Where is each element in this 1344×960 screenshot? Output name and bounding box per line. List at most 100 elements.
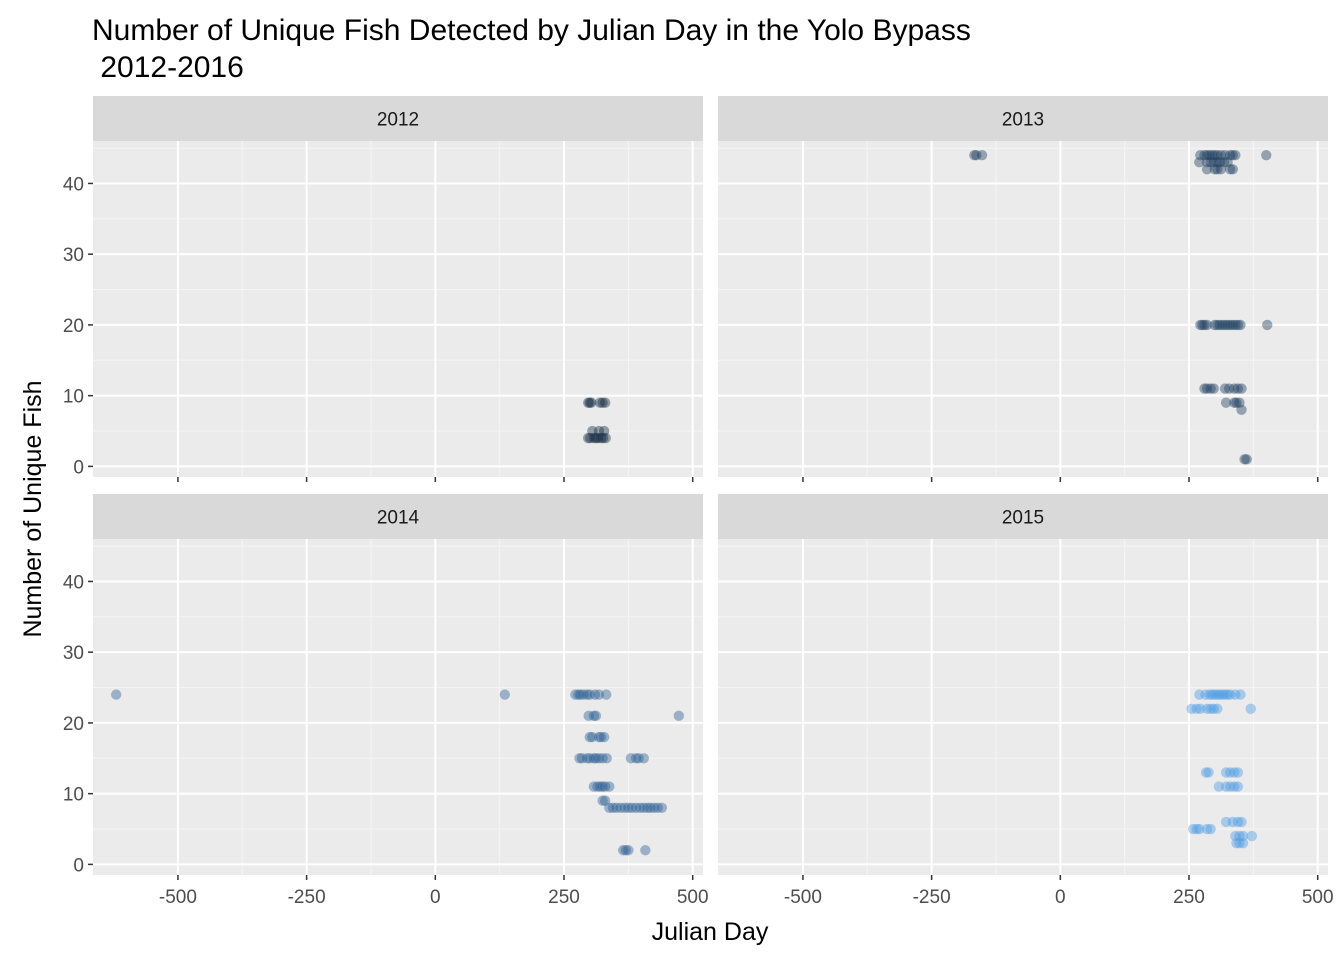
data-point [1214, 689, 1226, 700]
data-point [110, 689, 122, 700]
data-point [585, 432, 596, 444]
data-point [1231, 397, 1242, 408]
data-point [1201, 703, 1213, 714]
data-point [599, 397, 611, 408]
data-point [1208, 383, 1219, 394]
data-point [1232, 767, 1244, 778]
data-point [1230, 830, 1241, 842]
data-point [1262, 319, 1273, 331]
y-tick-label: 0 [73, 457, 84, 478]
y-tick-label: 20 [63, 316, 84, 337]
data-point [584, 731, 595, 743]
facet-strip-label: 2015 [1002, 508, 1044, 529]
data-point [581, 689, 593, 700]
data-point [1230, 149, 1241, 161]
data-point [1205, 823, 1216, 835]
data-point [587, 731, 598, 743]
data-point [1213, 781, 1225, 792]
data-point [1261, 149, 1272, 161]
panel-background [93, 539, 703, 875]
data-point [597, 753, 608, 764]
data-point [1222, 319, 1233, 331]
data-point [600, 432, 611, 444]
data-point [1227, 149, 1238, 161]
chart-title: Number of Unique Fish Detected by Julian… [92, 14, 971, 84]
data-point [1201, 157, 1213, 168]
data-point [630, 753, 642, 764]
data-point [1191, 703, 1202, 714]
data-point [626, 802, 638, 813]
x-tick-label: 250 [1173, 887, 1205, 908]
data-point [1212, 689, 1223, 700]
data-point [599, 781, 611, 792]
data-point [592, 781, 603, 792]
panel-background [93, 141, 703, 477]
data-point [587, 425, 598, 437]
x-tick-label: 500 [677, 887, 709, 908]
data-point [1234, 830, 1245, 842]
data-point [593, 731, 605, 743]
data-point [638, 802, 650, 813]
facet-panel-2014: 2014 0 10 20 30 40 -500 -250 0 250 500 [63, 494, 709, 908]
data-point [1217, 319, 1228, 331]
data-point [1194, 689, 1205, 700]
data-point [1217, 689, 1228, 700]
data-point [1195, 703, 1206, 714]
data-point [1201, 164, 1213, 175]
facet-strip-label: 2013 [1002, 110, 1044, 131]
y-tick-label: 30 [63, 643, 84, 664]
data-point [971, 149, 982, 161]
y-tick-label: 10 [63, 785, 84, 806]
data-point [652, 802, 663, 813]
data-point [1199, 319, 1210, 331]
data-point [583, 397, 594, 408]
data-point [1227, 319, 1238, 331]
data-point [597, 795, 608, 806]
data-point [1200, 689, 1211, 700]
data-point [642, 802, 653, 813]
data-point [1208, 703, 1219, 714]
data-point [604, 781, 615, 792]
data-point [1232, 781, 1244, 792]
data-point [593, 753, 605, 764]
data-point [1215, 164, 1227, 175]
data-point [634, 802, 646, 813]
data-point [1232, 383, 1244, 394]
facet-strip [718, 494, 1328, 539]
facet-panel-2013: 2013 [718, 96, 1328, 482]
data-point [640, 845, 651, 856]
data-point [597, 432, 609, 444]
data-point [630, 802, 642, 813]
data-point [598, 425, 610, 437]
data-point [595, 432, 607, 444]
data-point [583, 710, 594, 722]
data-point [499, 689, 511, 700]
data-point [1234, 837, 1245, 849]
data-point [1187, 823, 1199, 835]
data-point [599, 795, 611, 806]
data-point [1237, 837, 1249, 849]
data-point [1219, 149, 1231, 161]
data-point [589, 689, 601, 700]
data-point [1214, 319, 1226, 331]
data-point [656, 802, 668, 813]
data-point [593, 425, 605, 437]
data-point [1229, 397, 1240, 408]
data-point [598, 731, 610, 743]
facet-panel-2012: 2012 0 10 20 30 40 [63, 96, 703, 482]
data-point [1206, 149, 1218, 161]
data-point [1220, 767, 1232, 778]
data-point [581, 753, 593, 764]
data-point [1199, 149, 1210, 161]
data-point [1222, 689, 1233, 700]
y-tick-label: 20 [63, 714, 84, 735]
data-point [1224, 689, 1236, 700]
data-point [1236, 816, 1247, 828]
data-point [1223, 383, 1235, 394]
data-point [623, 845, 634, 856]
data-point [1214, 157, 1226, 168]
x-tick-label: 0 [430, 887, 441, 908]
data-point [1219, 319, 1231, 331]
data-point [575, 689, 586, 700]
data-point [1203, 767, 1214, 778]
